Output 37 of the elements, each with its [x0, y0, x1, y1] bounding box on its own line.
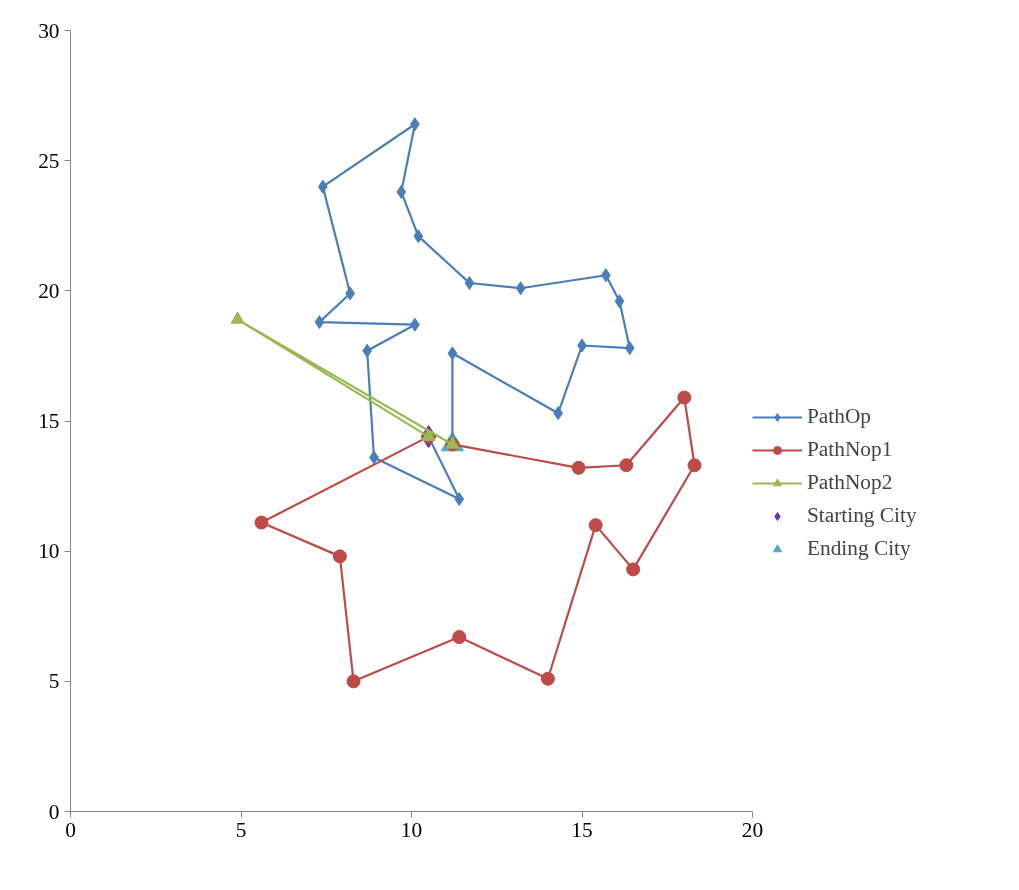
x-tick-label: 20 — [741, 817, 764, 842]
point — [396, 184, 407, 199]
y-tick-label: 30 — [38, 18, 60, 43]
point — [588, 518, 603, 533]
point — [619, 458, 634, 473]
point — [614, 294, 625, 309]
point — [314, 315, 325, 330]
x-tick-label: 10 — [400, 817, 423, 842]
point — [332, 549, 347, 564]
point — [515, 281, 526, 296]
point — [626, 562, 641, 577]
point — [571, 460, 586, 475]
point — [624, 341, 635, 356]
point — [540, 671, 555, 686]
y-tick-label: 5 — [48, 669, 60, 694]
x-tick-label: 5 — [235, 817, 247, 842]
point — [677, 390, 692, 405]
y-tick-label: 20 — [38, 278, 60, 303]
point — [346, 674, 361, 689]
legend-label: PathNop2 — [807, 470, 893, 495]
legend-label: PathNop1 — [807, 437, 893, 462]
point — [254, 515, 269, 530]
x-tick-label: 15 — [571, 817, 593, 842]
y-tick-label: 15 — [38, 409, 60, 433]
y-tick-label: 25 — [38, 148, 60, 173]
y-tick-label: 10 — [38, 539, 60, 564]
point — [464, 276, 475, 291]
point — [447, 346, 458, 361]
legend-label: PathOp — [807, 404, 871, 429]
point — [452, 630, 467, 645]
x-tick-label: 0 — [65, 817, 76, 842]
legend-label: Starting City — [807, 503, 917, 528]
y-tick-label: 0 — [48, 799, 60, 824]
point — [454, 492, 465, 507]
point — [413, 229, 424, 244]
legend-label: Ending City — [807, 536, 911, 561]
point — [687, 458, 702, 473]
